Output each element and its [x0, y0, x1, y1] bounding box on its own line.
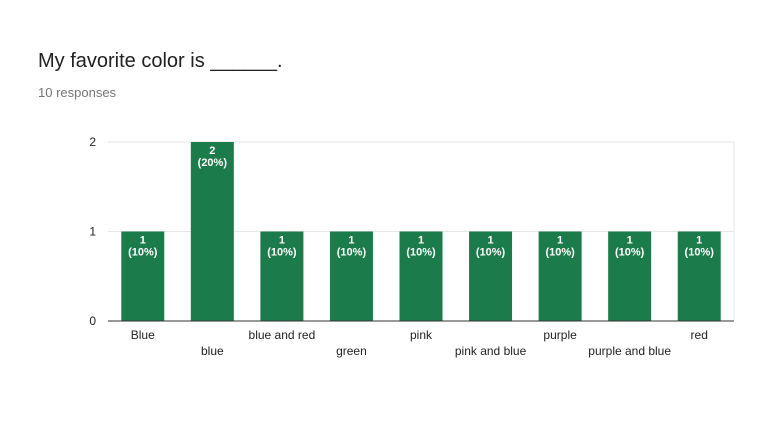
- bar-data-label: (10%): [128, 247, 158, 259]
- bar: [190, 142, 234, 321]
- bar: [469, 231, 513, 321]
- x-tick-label: pink: [410, 328, 433, 342]
- response-count: 10 responses: [38, 85, 117, 100]
- bar: [608, 231, 652, 321]
- bar-data-label: 1: [696, 235, 702, 247]
- bar: [121, 231, 165, 321]
- bar: [399, 231, 443, 321]
- bar: [538, 231, 582, 321]
- bar-data-label: 1: [627, 235, 633, 247]
- bar-data-label: (20%): [198, 157, 228, 169]
- x-tick-label: Blue: [131, 328, 155, 342]
- x-tick-label: red: [691, 328, 708, 342]
- bar-data-label: (10%): [337, 247, 367, 259]
- bar: [677, 231, 721, 321]
- bar: [260, 231, 304, 321]
- bar-data-label: (10%): [685, 247, 715, 259]
- question-title: My favorite color is ______.: [38, 50, 283, 72]
- x-tick-label: blue: [201, 344, 224, 358]
- bar-data-label: 1: [487, 235, 493, 247]
- y-tick-label: 2: [89, 135, 96, 149]
- bar-data-label: 1: [418, 235, 424, 247]
- bar-data-label: 1: [140, 235, 146, 247]
- x-tick-label: purple and blue: [588, 344, 671, 358]
- bar-data-label: 1: [557, 235, 563, 247]
- bar: [329, 231, 373, 321]
- x-tick-label: pink and blue: [455, 344, 527, 358]
- bar-data-label: (10%): [267, 247, 297, 259]
- bar-data-label: (10%): [406, 247, 436, 259]
- x-tick-label: purple: [543, 328, 577, 342]
- bar-data-label: (10%): [476, 247, 506, 259]
- bar-data-label: 1: [348, 235, 354, 247]
- bar-data-label: (10%): [615, 247, 645, 259]
- y-tick-label: 0: [89, 314, 96, 328]
- x-tick-label: blue and red: [249, 328, 316, 342]
- bar-data-label: 1: [279, 235, 285, 247]
- x-tick-label: green: [336, 344, 367, 358]
- bar-data-label: 2: [209, 145, 215, 157]
- bar-data-label: (10%): [545, 247, 575, 259]
- y-tick-label: 1: [89, 225, 96, 239]
